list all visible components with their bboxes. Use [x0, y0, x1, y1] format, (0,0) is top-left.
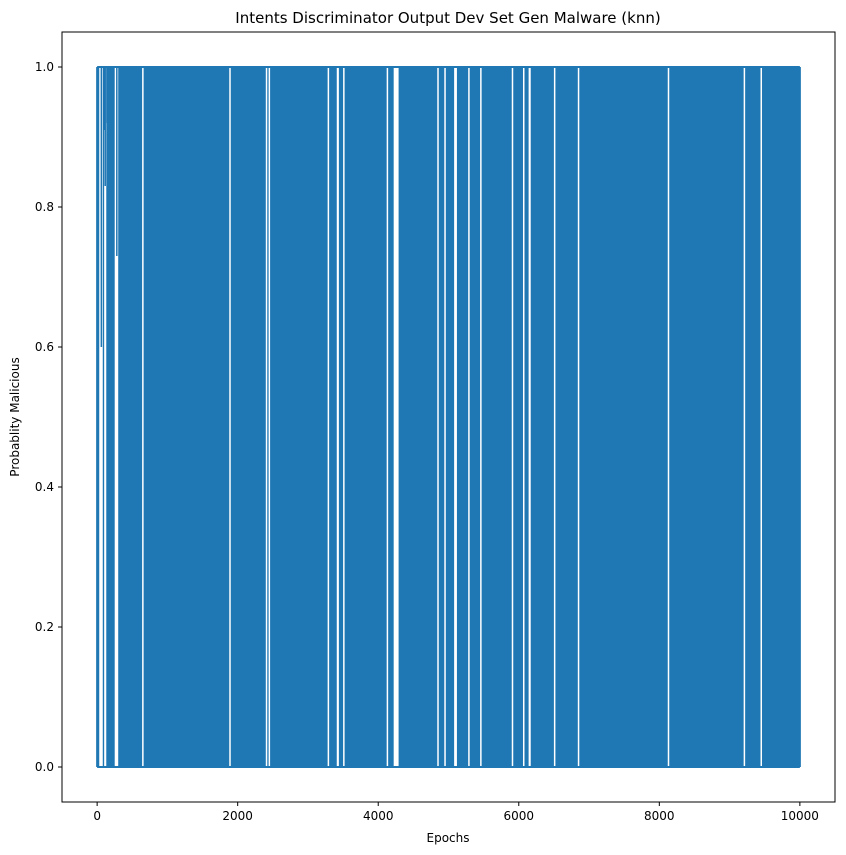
- x-tick-label: 8000: [644, 809, 675, 823]
- series-gap: [336, 67, 339, 766]
- series-gap: [444, 67, 446, 766]
- series-gap: [667, 67, 670, 766]
- x-axis: 0 2000 4000 6000 8000 10000: [93, 802, 819, 823]
- y-tick-label: 0.8: [35, 200, 54, 214]
- series-gap: [268, 67, 271, 766]
- series-gap: [114, 67, 119, 766]
- x-tick-label: 10000: [781, 809, 819, 823]
- y-tick-label: 1.0: [35, 60, 54, 74]
- plot-frame: [61, 31, 836, 803]
- x-tick-label: 2000: [222, 809, 253, 823]
- series-gap: [528, 67, 531, 766]
- series-gap: [437, 67, 439, 766]
- x-tick-label: 0: [93, 809, 101, 823]
- series-gap: [511, 67, 514, 766]
- series-gap: [343, 67, 345, 766]
- series-band: [96, 67, 801, 767]
- y-tick-label: 0.6: [35, 340, 54, 354]
- series-gap: [577, 67, 580, 766]
- series-gap: [480, 67, 482, 766]
- series-gap: [229, 67, 231, 766]
- series-gap: [265, 67, 268, 766]
- y-tick-label: 0.4: [35, 480, 54, 494]
- x-tick-label: 4000: [363, 809, 394, 823]
- series-gap: [522, 67, 525, 766]
- series-gap: [99, 67, 103, 766]
- series-gap: [468, 67, 470, 766]
- series-gap: [743, 67, 746, 766]
- series-gap: [142, 67, 144, 766]
- x-tick-label: 6000: [503, 809, 534, 823]
- x-axis-label: Epochs: [427, 831, 470, 845]
- series-gap: [104, 67, 107, 766]
- series-gap: [454, 67, 457, 766]
- y-axis-label: Probablity Malicious: [8, 357, 22, 476]
- y-axis: 0.0 0.2 0.4 0.6 0.8 1.0: [35, 60, 62, 774]
- series-gap: [327, 67, 330, 766]
- y-tick-label: 0.0: [35, 760, 54, 774]
- series-gap: [553, 67, 556, 766]
- series-gap: [760, 67, 763, 766]
- series-gap: [386, 67, 389, 766]
- y-tick-label: 0.2: [35, 620, 54, 634]
- series-gap: [393, 67, 399, 766]
- chart-title: Intents Discriminator Output Dev Set Gen…: [235, 9, 660, 27]
- plot-area: [96, 66, 801, 768]
